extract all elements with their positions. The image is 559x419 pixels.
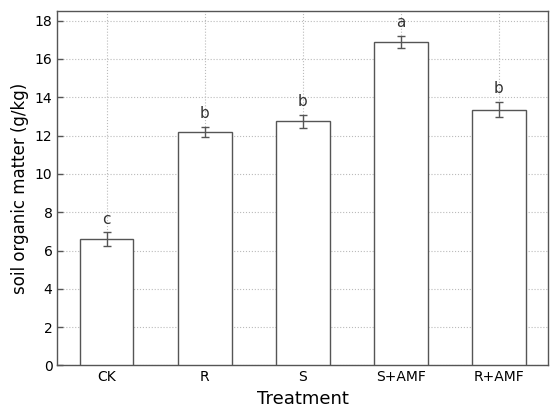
Bar — [178, 132, 231, 365]
Bar — [276, 121, 330, 365]
Y-axis label: soil organic matter (g/kg): soil organic matter (g/kg) — [11, 83, 29, 294]
Bar — [472, 110, 525, 365]
Text: c: c — [102, 212, 111, 227]
Bar — [79, 239, 134, 365]
Bar — [373, 42, 428, 365]
Text: a: a — [396, 15, 405, 30]
X-axis label: Treatment: Treatment — [257, 390, 348, 408]
Text: b: b — [200, 106, 210, 121]
Text: b: b — [298, 94, 307, 109]
Text: b: b — [494, 81, 504, 96]
